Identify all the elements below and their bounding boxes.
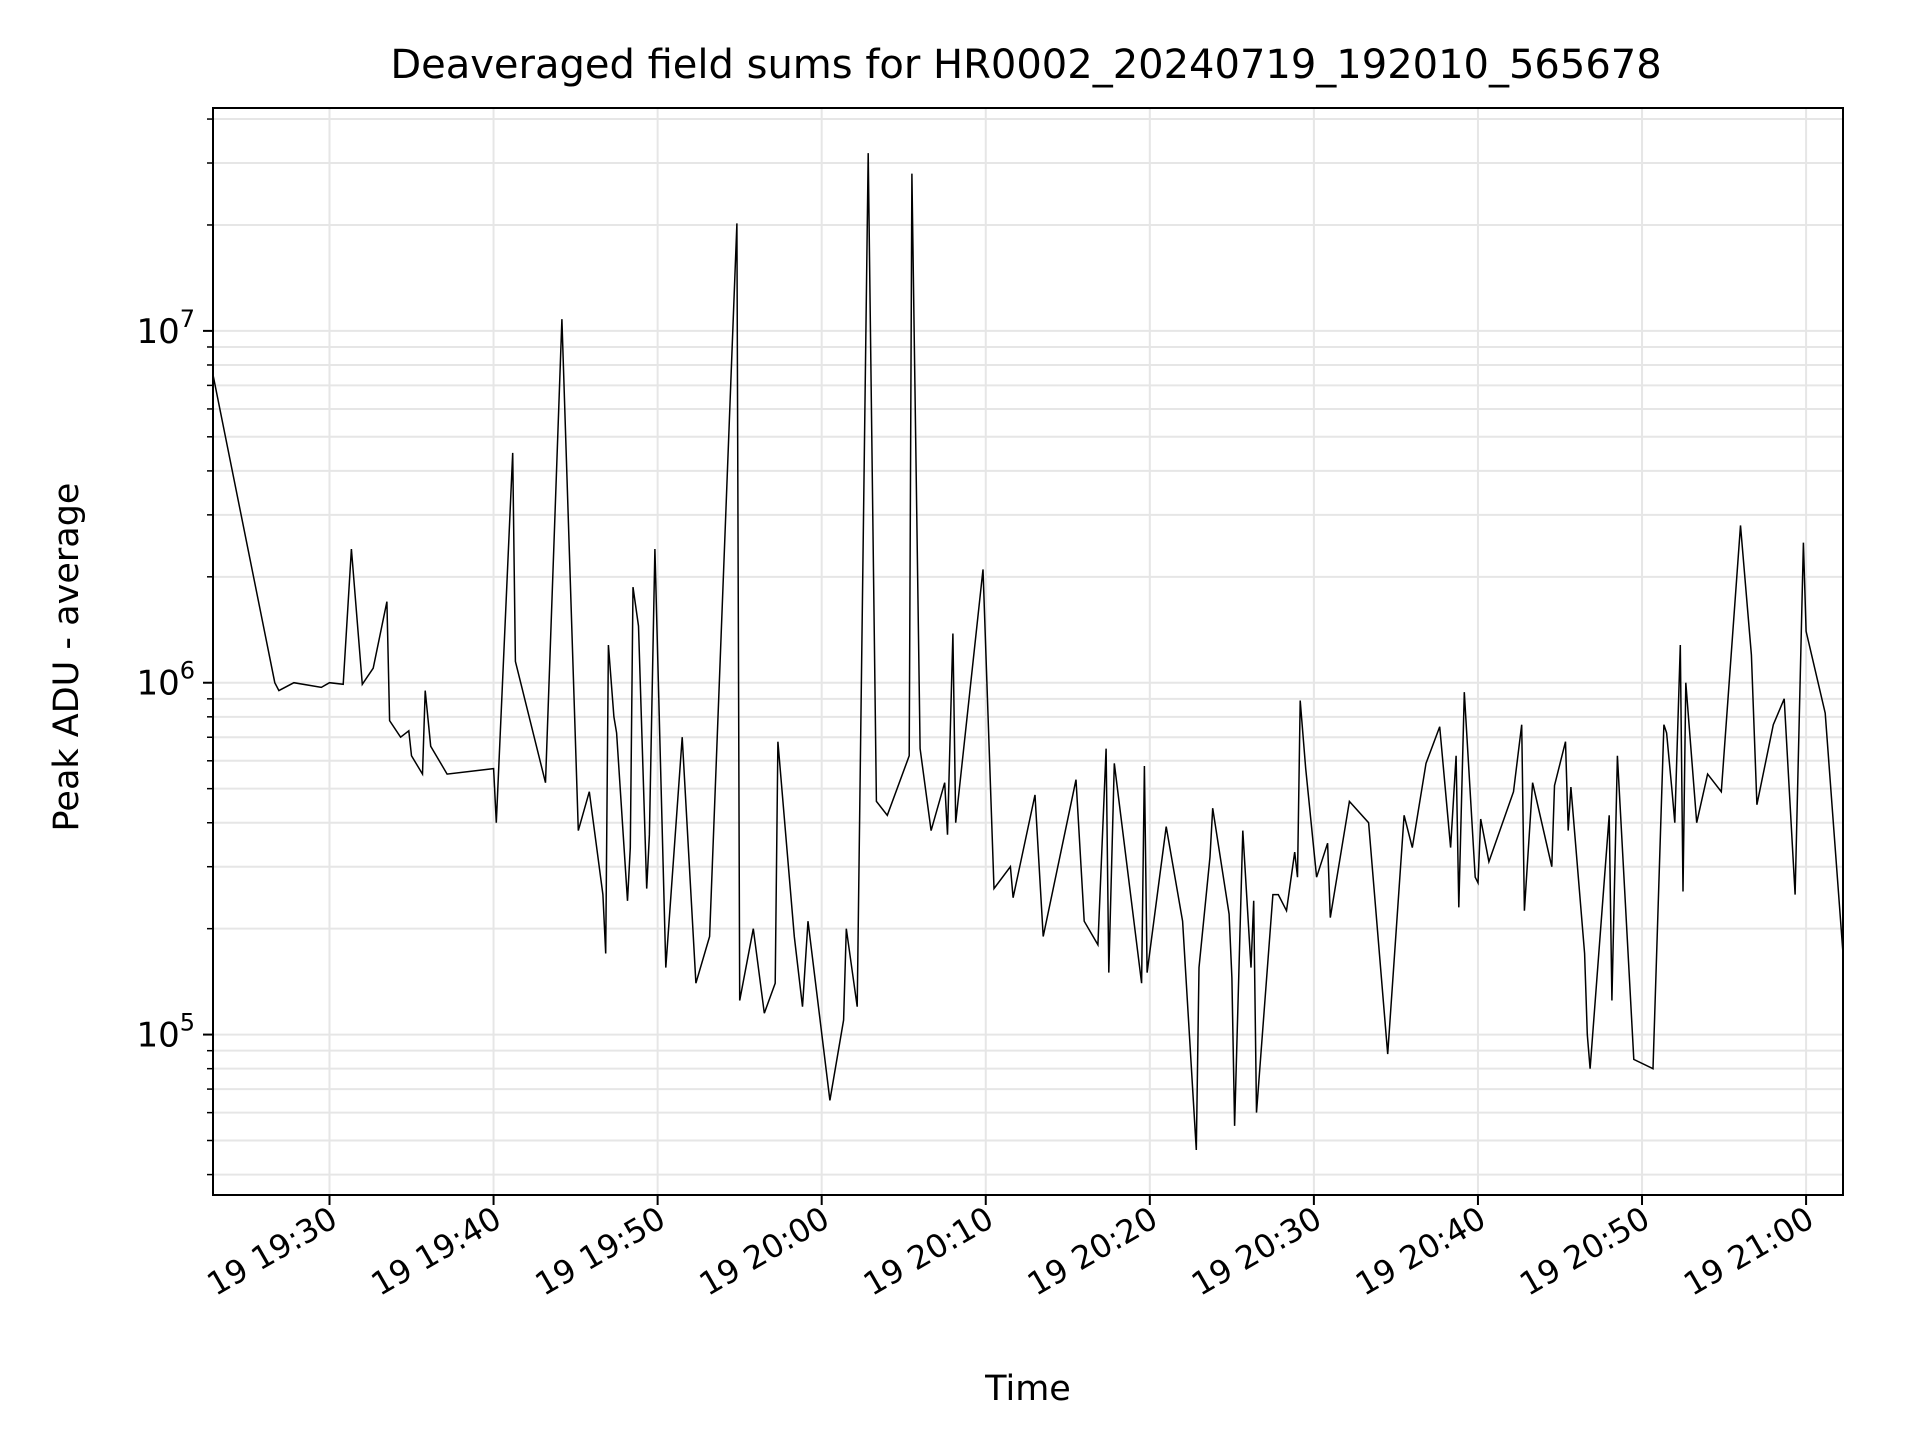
x-tick-label: 19 19:30 bbox=[201, 1199, 344, 1303]
x-tick-label: 19 20:40 bbox=[1349, 1199, 1492, 1303]
x-tick-label: 19 20:00 bbox=[693, 1199, 836, 1303]
axis-ticks bbox=[203, 118, 1808, 1205]
data-series bbox=[212, 153, 1844, 1151]
y-axis-label: Peak ADU - average bbox=[47, 483, 87, 832]
x-tick-label: 19 20:10 bbox=[857, 1199, 1000, 1303]
y-tick-label: 105 bbox=[136, 1009, 195, 1056]
series-line bbox=[212, 153, 1844, 1151]
y-tick-label: 107 bbox=[136, 305, 195, 352]
x-tick-label: 19 20:50 bbox=[1513, 1199, 1656, 1303]
y-tick-label: 106 bbox=[136, 657, 195, 704]
x-tick-label: 19 21:00 bbox=[1677, 1199, 1820, 1303]
grid bbox=[213, 108, 1843, 1195]
chart-title: Deaveraged field sums for HR0002_2024071… bbox=[390, 42, 1661, 88]
x-axis-label: Time bbox=[984, 1369, 1071, 1409]
x-tick-label: 19 20:30 bbox=[1185, 1199, 1328, 1303]
plot-frame bbox=[212, 107, 1844, 1196]
x-tick-label: 19 19:40 bbox=[365, 1199, 508, 1303]
x-tick-label: 19 19:50 bbox=[529, 1199, 672, 1303]
x-tick-label: 19 20:20 bbox=[1021, 1199, 1164, 1303]
